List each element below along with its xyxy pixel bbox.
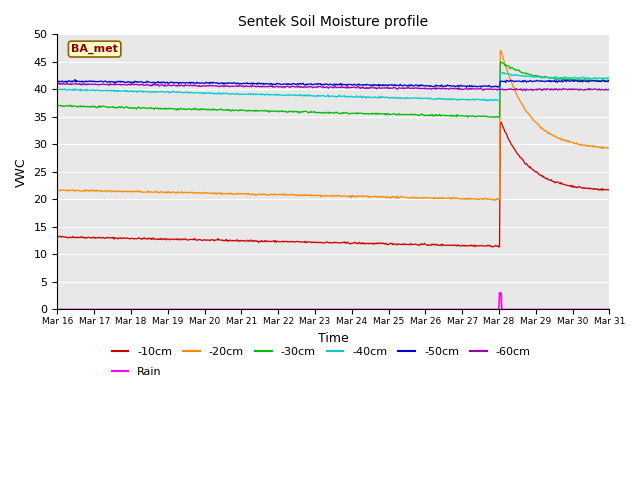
Y-axis label: VWC: VWC <box>15 157 28 187</box>
Title: Sentek Soil Moisture profile: Sentek Soil Moisture profile <box>238 15 428 29</box>
X-axis label: Time: Time <box>318 332 349 345</box>
Text: BA_met: BA_met <box>71 44 118 54</box>
Legend: Rain: Rain <box>107 362 166 381</box>
